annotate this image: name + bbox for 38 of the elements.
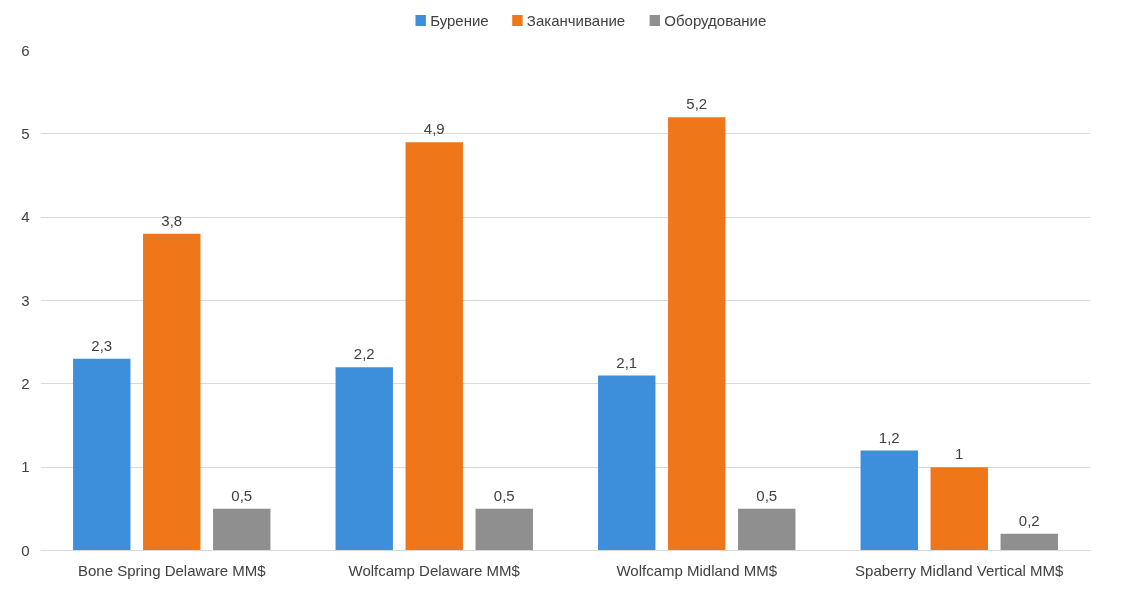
x-tick-label: Bone Spring Delaware MM$ <box>77 561 267 579</box>
data-label: 0,2 <box>1018 511 1040 529</box>
bar <box>73 358 131 551</box>
bar <box>475 508 533 551</box>
y-tick-label: 5 <box>21 124 30 142</box>
legend-label: Бурение <box>430 12 489 29</box>
y-tick-label: 6 <box>21 41 30 59</box>
y-tick-label: 0 <box>21 541 30 559</box>
data-label: 0,5 <box>493 486 515 504</box>
y-tick-label: 2 <box>21 374 30 392</box>
y-tick-label: 3 <box>21 291 30 309</box>
data-label: 1,2 <box>878 428 900 446</box>
bar <box>738 508 796 551</box>
bar <box>668 117 726 551</box>
data-label: 0,5 <box>231 486 253 504</box>
bar <box>860 450 918 551</box>
data-label: 3,8 <box>161 211 183 229</box>
data-label: 5,2 <box>686 95 708 113</box>
data-label: 0,5 <box>756 486 778 504</box>
data-label: 2,2 <box>353 345 375 363</box>
data-label: 4,9 <box>423 120 445 138</box>
legend-label: Оборудование <box>664 12 767 29</box>
x-tick-label: Wolfcamp Delaware MM$ <box>348 561 521 579</box>
y-tick-label: 4 <box>21 208 30 226</box>
bar <box>335 367 393 551</box>
legend-label: Заканчивание <box>526 12 626 29</box>
bar <box>143 233 201 551</box>
bar <box>405 142 463 551</box>
data-label: 1 <box>955 445 964 463</box>
y-tick-label: 1 <box>21 458 30 476</box>
bar <box>598 375 656 551</box>
bar <box>930 467 988 551</box>
data-label: 2,1 <box>616 353 638 371</box>
bar <box>1000 533 1058 551</box>
data-label: 2,3 <box>91 336 113 354</box>
bar <box>213 508 271 551</box>
x-tick-label: Wolfcamp Midland MM$ <box>616 561 778 579</box>
x-tick-label: Spaberry Midland Vertical MM$ <box>855 561 1065 579</box>
